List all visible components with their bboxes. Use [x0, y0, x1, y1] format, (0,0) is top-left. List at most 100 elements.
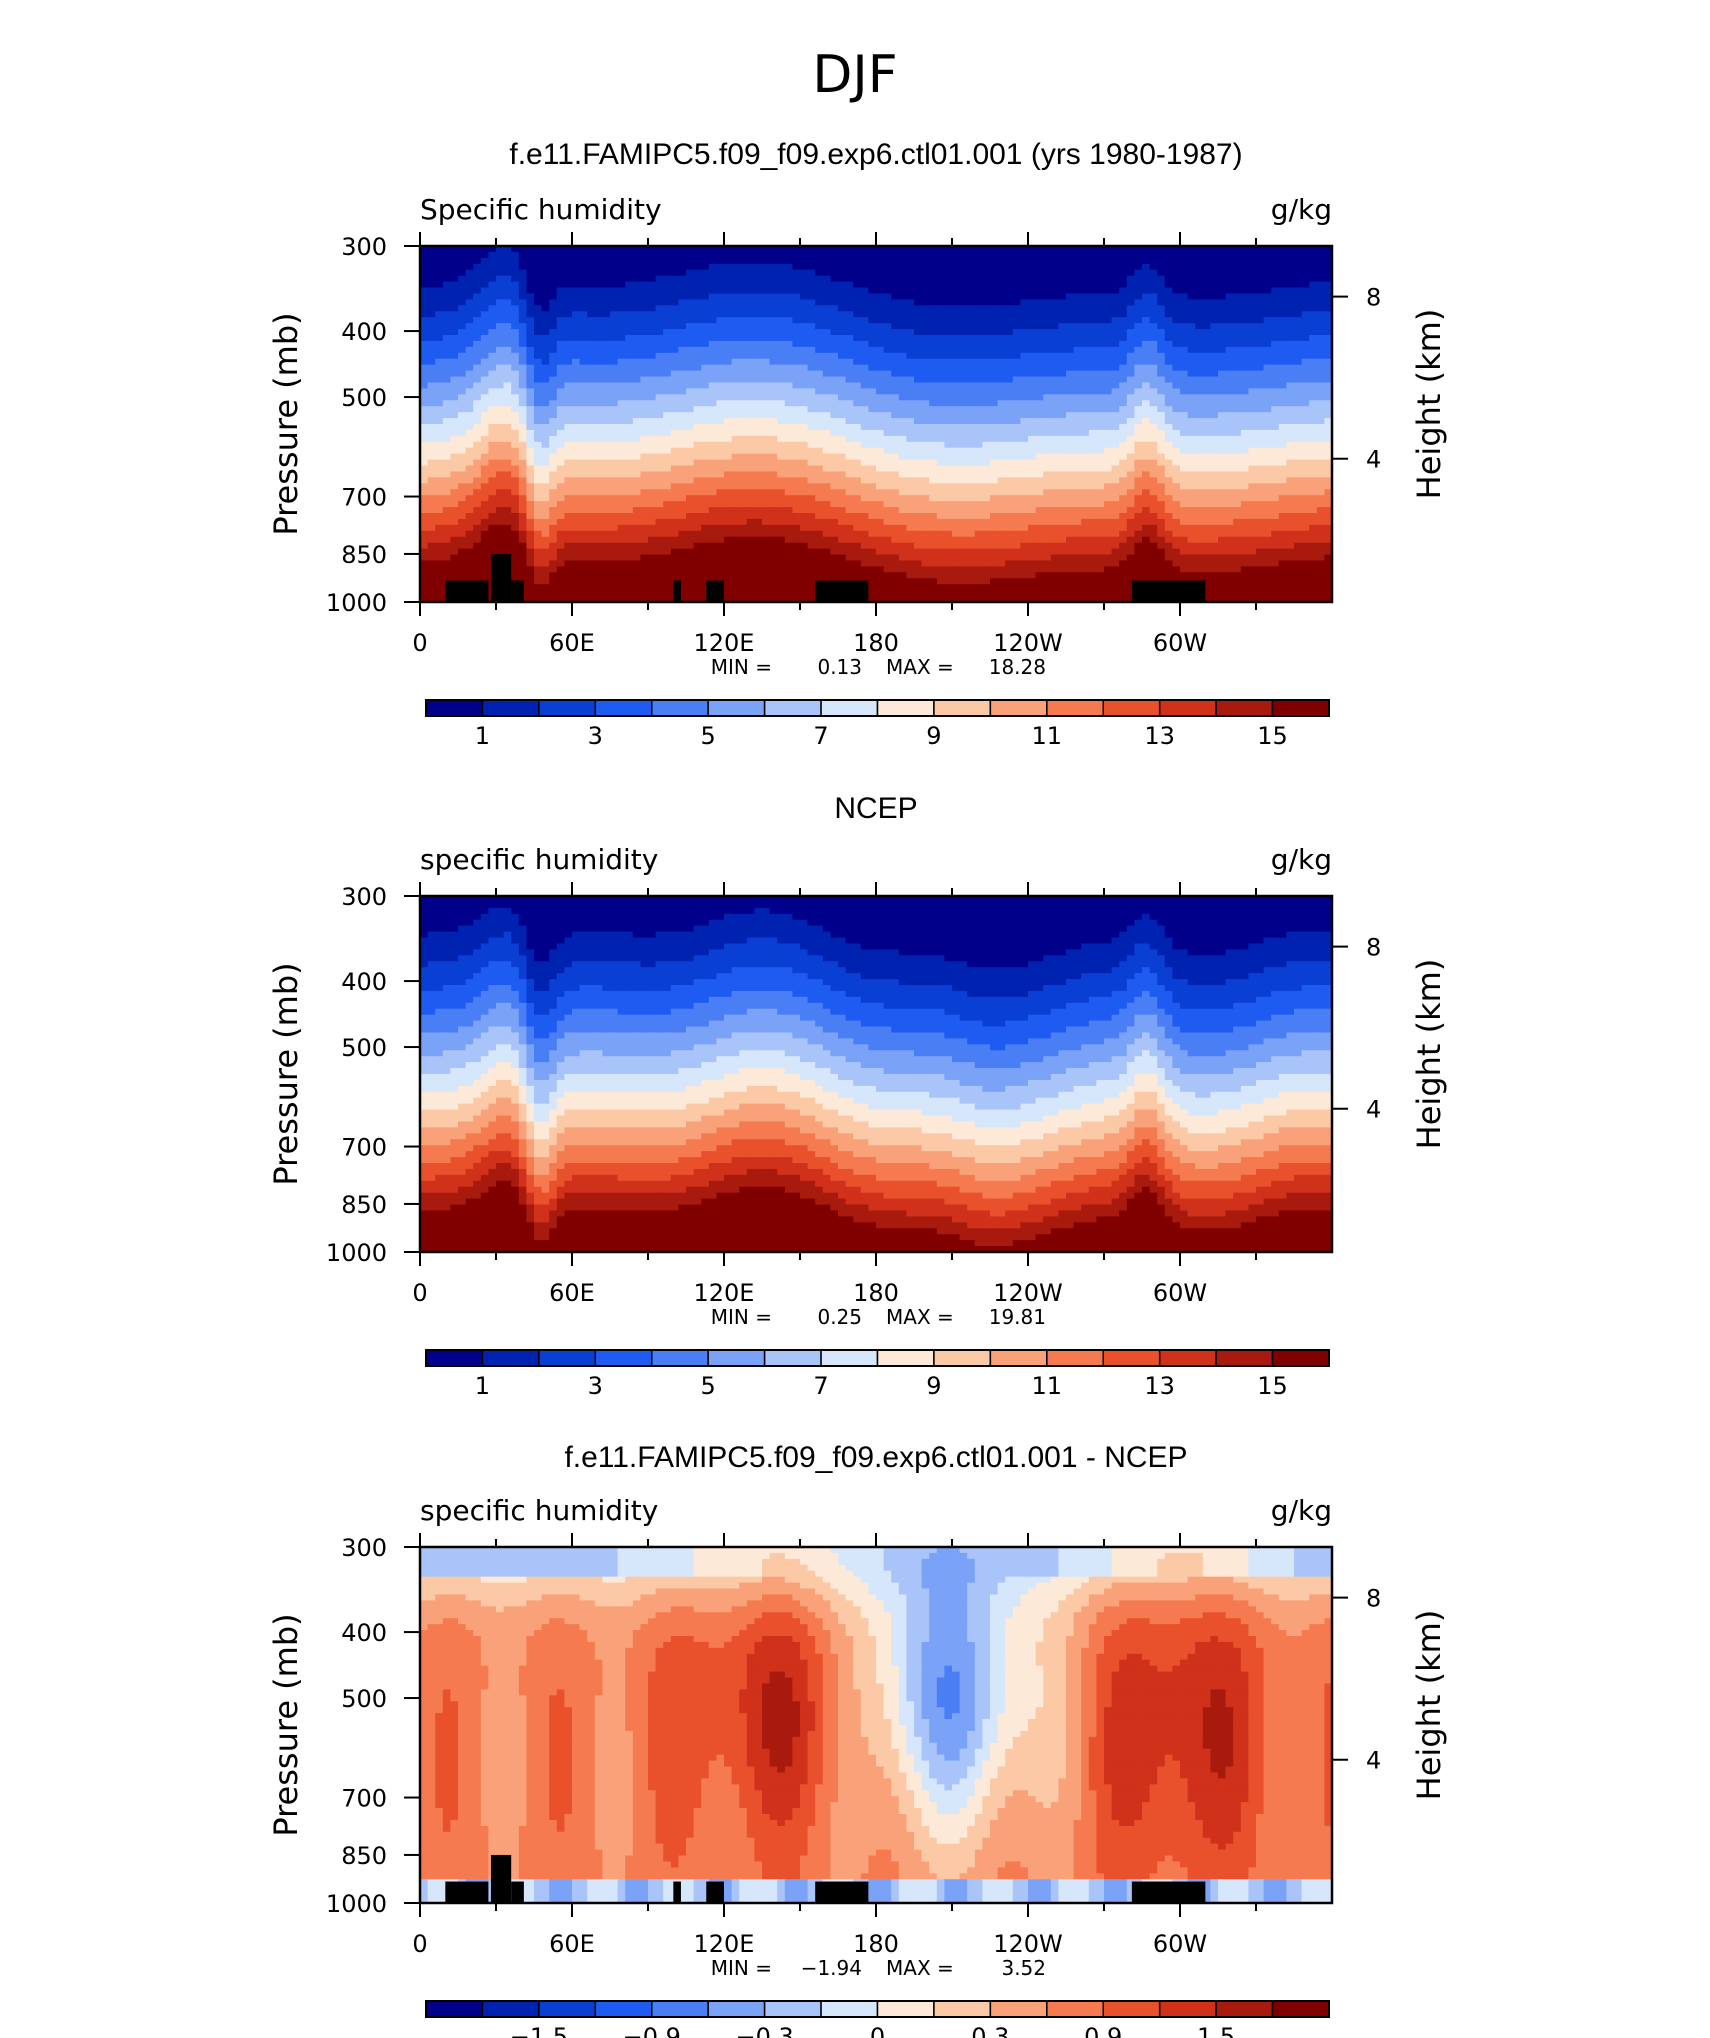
field-cell [1294, 465, 1303, 473]
field-cell [716, 400, 725, 407]
field-cell [914, 358, 923, 366]
field-cell [587, 418, 596, 425]
field-cell [632, 352, 641, 360]
field-cell [420, 246, 429, 253]
field-cell [602, 483, 611, 490]
field-cell [1225, 329, 1234, 336]
field-cell [830, 483, 839, 490]
field-cell [777, 358, 786, 366]
field-cell [777, 293, 786, 300]
field-cell [731, 287, 740, 295]
field-cell [701, 388, 710, 395]
field-cell [724, 459, 733, 467]
field-cell [936, 388, 945, 395]
field-cell [488, 323, 497, 330]
field-cell [997, 388, 1006, 395]
field-cell [610, 418, 619, 425]
field-cell [815, 311, 824, 318]
field-cell [1058, 435, 1067, 443]
field-cell [1218, 311, 1227, 318]
field-cell [1256, 370, 1265, 378]
field-cell [1316, 465, 1325, 473]
field-cell [1248, 305, 1257, 312]
field-cell [1294, 364, 1303, 372]
field-cell [663, 471, 672, 478]
field-cell [625, 329, 634, 336]
field-cell [511, 346, 520, 354]
field-cell [1043, 394, 1052, 401]
field-cell [473, 465, 482, 473]
field-cell [1142, 317, 1151, 324]
field-cell [914, 364, 923, 372]
field-cell [792, 406, 801, 413]
field-cell [800, 429, 809, 437]
field-cell [1164, 281, 1173, 289]
field-cell [936, 424, 945, 431]
field-cell [496, 340, 505, 348]
field-cell [944, 388, 953, 395]
field-cell [1073, 388, 1082, 395]
field-cell [1005, 275, 1014, 283]
field-cell [792, 251, 801, 259]
field-cell [518, 429, 527, 437]
field-cell [708, 412, 717, 419]
field-cell [579, 281, 588, 289]
field-cell [891, 477, 900, 484]
field-cell [1096, 246, 1105, 253]
field-cell [982, 335, 991, 342]
field-cell [534, 388, 543, 395]
field-cell [480, 251, 489, 259]
field-cell [587, 340, 596, 348]
field-cell [1263, 263, 1272, 271]
field-cell [716, 340, 725, 348]
field-cell [1324, 418, 1333, 425]
field-cell [807, 471, 816, 478]
field-cell [594, 263, 603, 271]
field-cell [1278, 441, 1287, 449]
field-cell [427, 281, 436, 289]
field-cell [564, 471, 573, 478]
field-cell [1088, 281, 1097, 289]
field-cell [1058, 388, 1067, 395]
field-cell [838, 370, 847, 378]
field-cell [670, 358, 679, 366]
field-cell [1104, 418, 1113, 425]
field-cell [1294, 441, 1303, 449]
field-cell [777, 412, 786, 419]
field-cell [1195, 382, 1204, 389]
field-cell [724, 483, 733, 490]
field-cell [1111, 329, 1120, 336]
field-cell [427, 263, 436, 271]
field-cell [1172, 346, 1181, 354]
field-cell [708, 418, 717, 425]
field-cell [1248, 400, 1257, 407]
field-cell [465, 352, 474, 360]
field-cell [959, 352, 968, 360]
field-cell [518, 257, 527, 265]
field-cell [1134, 388, 1143, 395]
field-cell [1172, 335, 1181, 342]
field-cell [845, 441, 854, 449]
field-cell [1164, 263, 1173, 271]
field-cell [1066, 370, 1075, 378]
field-cell [526, 406, 535, 413]
field-cell [572, 269, 581, 277]
field-cell [990, 424, 999, 431]
field-cell [503, 299, 512, 306]
field-cell [838, 311, 847, 318]
field-cell [1180, 340, 1189, 348]
field-cell [1126, 459, 1135, 467]
field-cell [503, 323, 512, 330]
field-cell [549, 305, 558, 312]
field-cell [610, 400, 619, 407]
field-cell [974, 293, 983, 300]
field-cell [1126, 412, 1135, 419]
field-cell [1187, 323, 1196, 330]
field-cell [860, 447, 869, 455]
field-cell [1020, 418, 1029, 425]
field-cell [769, 441, 778, 449]
field-cell [746, 447, 755, 455]
field-cell [1172, 453, 1181, 461]
field-cell [1195, 477, 1204, 484]
field-cell [1005, 358, 1014, 366]
